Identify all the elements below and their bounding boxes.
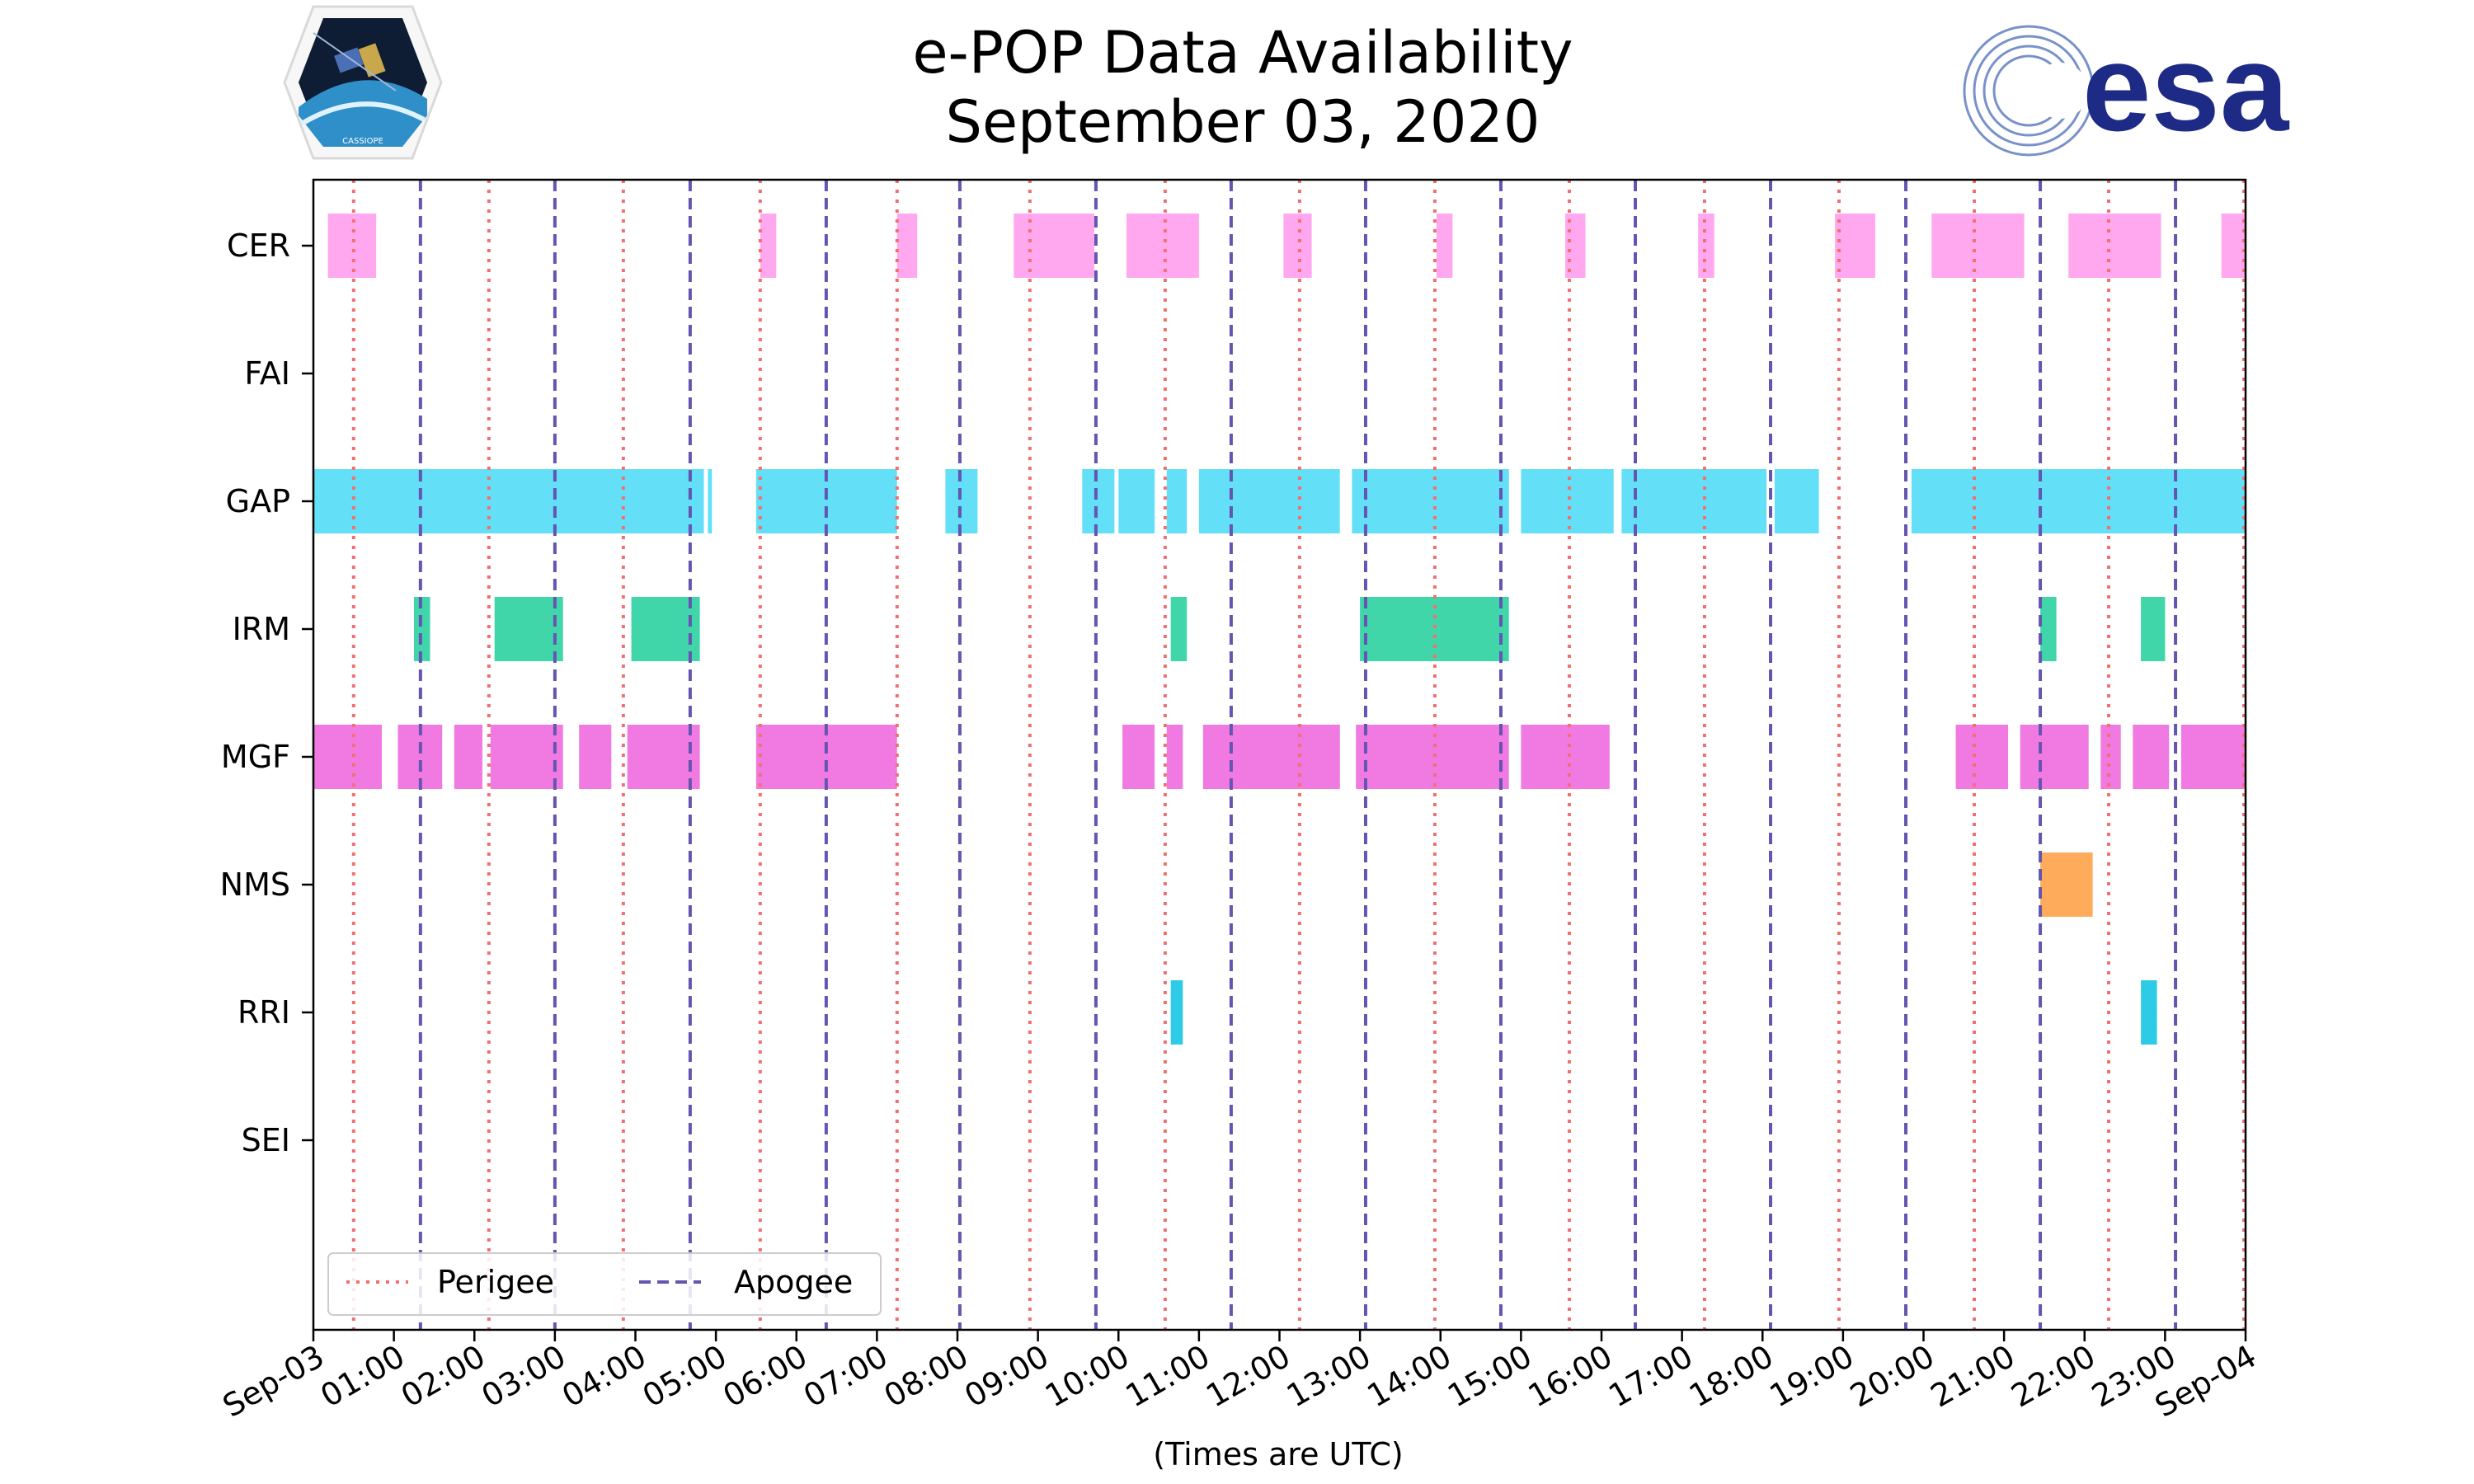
x-tick-label-9: 09:00 xyxy=(958,1338,1055,1415)
x-tick-label-15: 15:00 xyxy=(1442,1338,1538,1415)
bar-cer-4 xyxy=(1126,214,1199,278)
y-tick-label-cer: CER xyxy=(227,228,290,264)
bar-mgf-9 xyxy=(1202,725,1340,789)
x-tick-label-2: 02:00 xyxy=(395,1338,492,1415)
legend-apogee-label: Apogee xyxy=(734,1264,853,1300)
bar-mgf-0 xyxy=(313,725,382,789)
plot-area: CER FAI GAP IRM MGF NMS RRI SEI Sep-0301:0002:0… xyxy=(217,178,2263,1425)
bar-gap-5 xyxy=(1118,469,1155,533)
orbit-lines xyxy=(351,180,2246,1330)
y-tick-label-sei: SEI xyxy=(242,1122,290,1158)
bar-cer-0 xyxy=(327,214,377,278)
y-tick-label-mgf: MGF xyxy=(221,739,290,775)
bar-mgf-14 xyxy=(2100,725,2121,789)
bar-gap-1 xyxy=(708,469,713,533)
x-tick-label-16: 16:00 xyxy=(1522,1338,1619,1415)
bar-mgf-8 xyxy=(1166,725,1183,789)
y-tick-label-nms: NMS xyxy=(220,866,290,903)
bar-irm-5 xyxy=(2040,597,2057,661)
bar-cer-1 xyxy=(760,214,777,278)
bar-gap-7 xyxy=(1198,469,1340,533)
x-tick-label-17: 17:00 xyxy=(1602,1338,1699,1415)
bar-rri-1 xyxy=(2141,980,2157,1045)
x-tick-label-14: 14:00 xyxy=(1361,1338,1457,1415)
bar-cer-11 xyxy=(2068,214,2161,278)
x-tick-label-6: 06:00 xyxy=(717,1338,813,1415)
legend: Perigee Apogee xyxy=(327,1252,882,1316)
bar-mgf-7 xyxy=(1122,725,1155,789)
bar-nms-0 xyxy=(2040,852,2093,917)
cassiope-logo-text: CASSIOPE xyxy=(342,137,383,146)
bar-cer-5 xyxy=(1283,214,1312,278)
bar-gap-12 xyxy=(1911,469,2246,533)
x-tick-label-11: 11:00 xyxy=(1120,1338,1216,1415)
bar-gap-10 xyxy=(1621,469,1767,533)
y-axis: CER FAI GAP IRM MGF NMS RRI SEI xyxy=(220,228,313,1158)
bar-mgf-13 xyxy=(2020,725,2089,789)
bar-cer-6 xyxy=(1436,214,1453,278)
x-tick-label-13: 13:00 xyxy=(1281,1338,1377,1415)
bar-mgf-2 xyxy=(454,725,482,789)
bar-gap-6 xyxy=(1166,469,1188,533)
bar-mgf-3 xyxy=(490,725,563,789)
bar-cer-2 xyxy=(896,214,918,278)
x-tick-label-1: 01:00 xyxy=(314,1338,411,1415)
x-tick-label-7: 07:00 xyxy=(797,1338,894,1415)
bar-irm-0 xyxy=(414,597,430,661)
bar-gap-8 xyxy=(1352,469,1509,533)
x-axis-title: (Times are UTC) xyxy=(1153,1436,1403,1472)
chart-title-line2: September 03, 2020 xyxy=(946,88,1540,156)
bar-mgf-10 xyxy=(1356,725,1509,789)
bar-irm-1 xyxy=(494,597,563,661)
y-tick-label-fai: FAI xyxy=(244,355,290,392)
bar-mgf-15 xyxy=(2133,725,2170,789)
esa-logo: esa xyxy=(1963,18,2290,157)
bar-rri-0 xyxy=(1170,980,1183,1045)
x-tick-label-12: 12:00 xyxy=(1200,1338,1296,1415)
bar-cer-3 xyxy=(1014,214,1094,278)
y-tick-label-rri: RRI xyxy=(238,994,290,1031)
x-tick-label-21: 21:00 xyxy=(1925,1338,2021,1415)
x-tick-label-0: Sep-03 xyxy=(217,1338,331,1425)
bar-cer-8 xyxy=(1698,214,1714,278)
bar-gap-4 xyxy=(1082,469,1115,533)
bar-irm-2 xyxy=(631,597,700,661)
x-tick-label-4: 04:00 xyxy=(556,1338,652,1415)
bar-mgf-4 xyxy=(579,725,612,789)
bar-cer-9 xyxy=(1835,214,1875,278)
bar-mgf-5 xyxy=(627,725,700,789)
x-tick-label-19: 19:00 xyxy=(1764,1338,1860,1415)
x-tick-label-22: 22:00 xyxy=(2005,1338,2101,1415)
bar-gap-9 xyxy=(1521,469,1614,533)
bar-gap-0 xyxy=(313,469,704,533)
bar-cer-10 xyxy=(1931,214,2025,278)
x-tick-label-20: 20:00 xyxy=(1844,1338,1940,1415)
x-tick-label-3: 03:00 xyxy=(476,1338,572,1415)
x-tick-label-8: 08:00 xyxy=(878,1338,975,1415)
bar-mgf-11 xyxy=(1521,725,1610,789)
y-tick-label-gap: GAP xyxy=(226,483,290,519)
y-tick-label-irm: IRM xyxy=(233,611,290,647)
chart-title-line1: e-POP Data Availability xyxy=(912,19,1573,87)
bar-cer-7 xyxy=(1565,214,1586,278)
x-tick-label-18: 18:00 xyxy=(1683,1338,1780,1415)
legend-perigee-label: Perigee xyxy=(437,1264,554,1300)
x-tick-label-10: 10:00 xyxy=(1039,1338,1136,1415)
x-tick-label-5: 05:00 xyxy=(637,1338,733,1415)
cassiope-logo: CASSIOPE xyxy=(283,5,443,160)
bar-mgf-16 xyxy=(2180,725,2246,789)
bar-cer-12 xyxy=(2221,214,2246,278)
esa-logo-text: esa xyxy=(2082,18,2290,157)
legend-box xyxy=(327,1252,882,1316)
x-axis: Sep-0301:0002:0003:0004:0005:0006:0007:0… xyxy=(217,1330,2263,1425)
bar-irm-3 xyxy=(1170,597,1188,661)
bar-irm-6 xyxy=(2141,597,2166,661)
data-bars xyxy=(313,214,2246,1045)
bar-gap-11 xyxy=(1774,469,1819,533)
bar-mgf-12 xyxy=(1955,725,2009,789)
